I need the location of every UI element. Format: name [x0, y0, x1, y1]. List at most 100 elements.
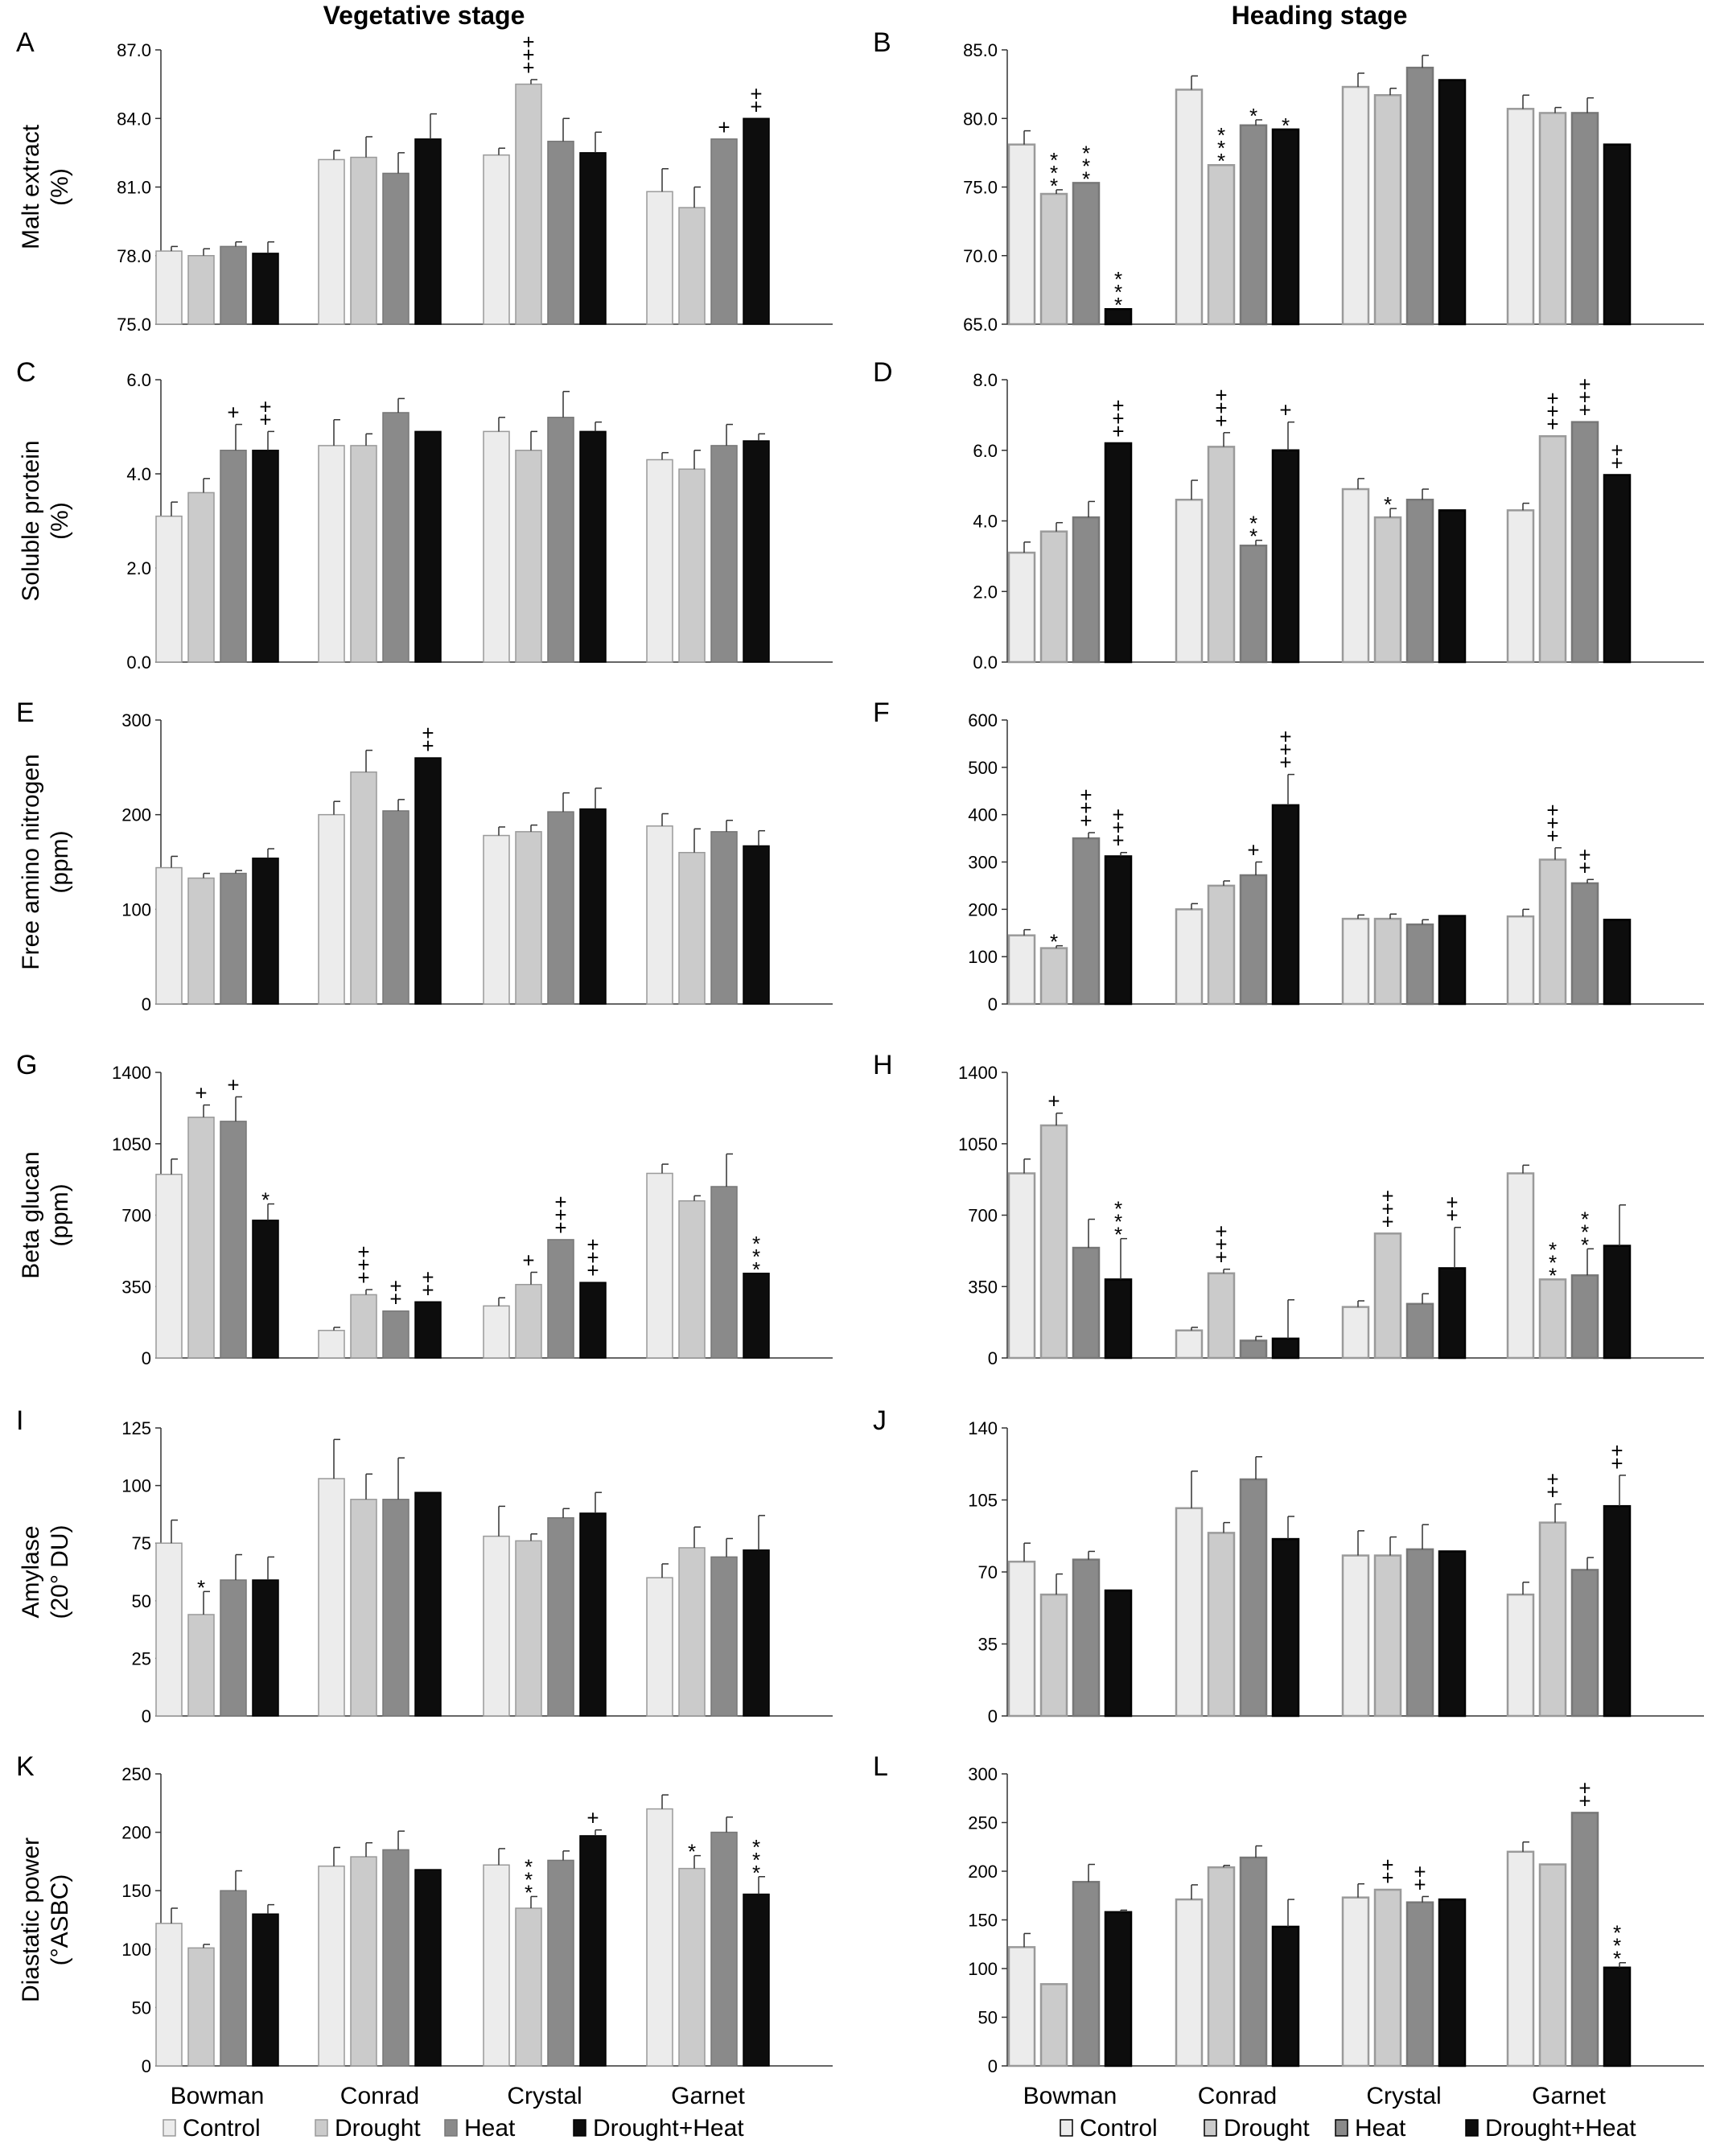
significance-symbol: + [1112, 829, 1124, 853]
bar-crystal-heat [547, 417, 574, 663]
significance-mark: + [522, 1249, 534, 1273]
y-axis-label: Amylase [18, 1525, 44, 1618]
y-tick-label: 1050 [112, 1134, 151, 1154]
bar-conrad-drought-heat [414, 430, 442, 663]
bar-bowman-drought [1039, 1593, 1068, 1718]
bar-crystal-control [483, 1305, 510, 1359]
significance-symbol: + [1215, 1232, 1227, 1257]
bar-garnet-drought [678, 1547, 706, 1717]
bar-conrad-drought-heat [1271, 804, 1300, 1006]
legend-swatch [163, 2119, 176, 2137]
significance-mark: + + + [554, 1190, 566, 1240]
significance-symbol: + [750, 94, 762, 118]
y-axis-label: (ppm) [47, 1183, 73, 1246]
bar-conrad-drought [350, 771, 377, 1005]
y-axis-label: (%) [47, 502, 73, 540]
bar-garnet-drought [1538, 858, 1567, 1006]
y-tick-label: 400 [968, 805, 998, 825]
y-tick-label: 1400 [112, 1063, 151, 1083]
y-tick-label: 4.0 [126, 464, 151, 484]
y-tick-label: 50 [132, 1998, 151, 2018]
bar-conrad-heat [1239, 124, 1268, 326]
significance-symbol: + [1112, 393, 1124, 418]
y-tick-label: 75.0 [963, 178, 998, 198]
significance-symbol: * [1249, 525, 1257, 549]
bar-garnet-heat [1570, 421, 1599, 664]
bar-garnet-drought-heat [743, 1893, 770, 2067]
significance-symbol: * [1082, 167, 1090, 191]
bar-crystal-control [1341, 1554, 1370, 1718]
bar-bowman-heat [1072, 1558, 1101, 1718]
panel-b: B65.070.075.080.085.0* * ** * ** * ** * ** * [873, 27, 1704, 335]
bar-bowman-drought [187, 492, 215, 663]
bar-bowman-drought-heat [252, 450, 279, 663]
significance-symbol: + [1446, 1191, 1458, 1215]
y-axis-label: Soluble protein [18, 440, 44, 601]
bar-bowman-heat [220, 1579, 247, 1717]
y-tick-label: 200 [121, 1823, 151, 1843]
significance-mark: + + + [1279, 725, 1291, 775]
significance-symbol: + [1112, 816, 1124, 840]
panel-letter: A [16, 27, 35, 58]
y-tick-label: 200 [968, 1862, 998, 1882]
legend-swatch [1335, 2119, 1348, 2137]
significance-mark: + + + [522, 30, 534, 80]
significance-symbol: * [525, 1867, 533, 1891]
significance-mark: + [227, 401, 239, 425]
bar-crystal-drought [515, 1907, 542, 2067]
x-category-label: Bowman [171, 2083, 265, 2109]
y-tick-label: 300 [968, 1764, 998, 1784]
legend-label: Drought [1224, 2115, 1310, 2142]
x-category-label: Conrad [340, 2083, 419, 2109]
bar-conrad-drought [350, 156, 377, 325]
bar-bowman-control [1007, 1946, 1036, 2068]
y-tick-label: 80.0 [963, 109, 998, 129]
bar-garnet-drought [678, 207, 706, 325]
significance-symbol: * [1249, 104, 1257, 128]
significance-symbol: + [1080, 796, 1092, 820]
y-tick-label: 50 [978, 2008, 998, 2028]
significance-symbol: + [554, 1190, 566, 1214]
y-tick-label: 6.0 [126, 370, 151, 390]
bar-crystal-drought-heat [1438, 79, 1467, 326]
bar-crystal-drought-heat [579, 1835, 607, 2067]
bar-garnet-drought-heat [743, 845, 770, 1005]
significance-symbol: + [1381, 1866, 1393, 1890]
y-tick-label: 140 [968, 1418, 998, 1438]
significance-symbol: + [1546, 824, 1558, 848]
significance-symbol: + [259, 394, 271, 418]
bar-crystal-control [483, 1864, 510, 2067]
significance-symbol: + [1215, 396, 1227, 420]
bar-crystal-drought [1373, 917, 1402, 1006]
y-axis-label: Diastatic power [18, 1837, 44, 2002]
bar-garnet-control [1506, 1850, 1535, 2068]
bar-crystal-drought-heat [579, 152, 607, 325]
bar-bowman-heat [1072, 1246, 1101, 1360]
bar-garnet-heat [1570, 1569, 1599, 1718]
x-category-label: Bowman [1023, 2083, 1117, 2109]
significance-symbol: * [1050, 174, 1058, 198]
bar-bowman-drought-heat [252, 1913, 279, 2067]
bar-crystal-heat [547, 140, 574, 325]
y-tick-label: 0 [988, 994, 998, 1014]
legend-label: Heat [464, 2115, 516, 2142]
significance-symbol: + [1611, 451, 1623, 475]
significance-symbol: * [1114, 267, 1122, 291]
panel-letter: D [873, 357, 893, 388]
significance-symbol: + [1446, 1203, 1458, 1228]
bar-garnet-heat [1570, 112, 1599, 326]
legend-label: Drought+Heat [593, 2115, 744, 2142]
panel-letter: B [873, 27, 891, 58]
significance-mark: + [1247, 838, 1259, 862]
bar-crystal-drought-heat [579, 1512, 607, 1717]
significance-symbol: * [752, 1848, 760, 1872]
significance-mark: * * * [1114, 267, 1122, 317]
bar-bowman-drought [187, 877, 215, 1005]
significance-mark: + [227, 1072, 239, 1097]
y-tick-label: 6.0 [973, 441, 998, 461]
y-tick-label: 2.0 [126, 558, 151, 578]
y-tick-label: 300 [968, 853, 998, 873]
